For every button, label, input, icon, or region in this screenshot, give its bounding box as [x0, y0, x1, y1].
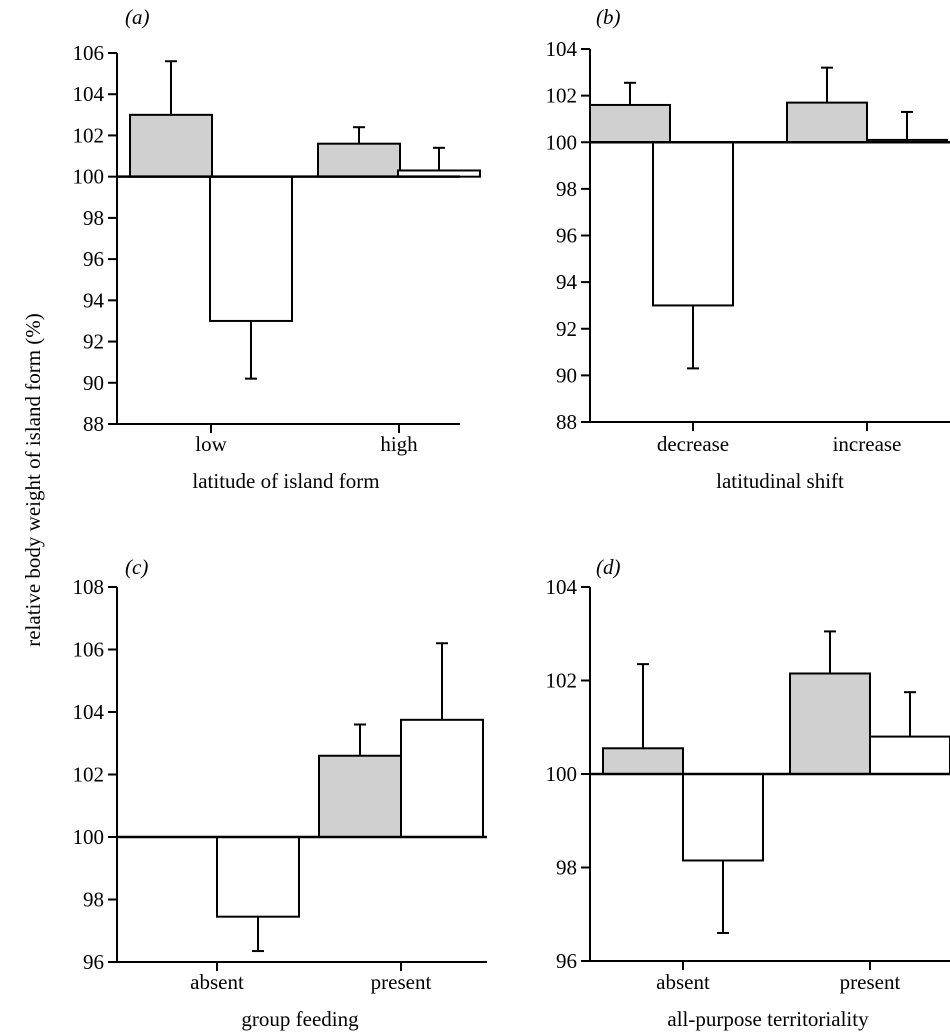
panel-a: (a) 88 90 92 94 96 98 100 102 104 106 low high lati…: [73, 5, 481, 493]
panel-b-y-tick-label: 100: [546, 130, 578, 154]
panel-d-y-tick-label: 104: [546, 575, 578, 599]
panel-c-x-axis-title: group feeding: [241, 1007, 359, 1031]
panel-c-y-tick-label: 106: [73, 638, 105, 662]
panel-c-plot: 96 98 100 102 104 106 108 absent present: [73, 575, 487, 994]
panel-c-y-tick-label: 108: [73, 575, 105, 599]
panel-d-bar-white: [869, 735, 950, 775]
panel-d-y-tick-label: 100: [546, 762, 578, 786]
panel-d-plot: 96 98 100 102 104 absent present: [546, 575, 950, 994]
panel-d-bar-gray: [602, 747, 684, 775]
panel-d-bar-white: [682, 773, 764, 862]
panel-b-bar-gray: [786, 101, 868, 144]
panel-a-y-tick-label: 88: [83, 412, 104, 436]
panel-b-y-tick-label: 98: [556, 177, 577, 201]
panel-c-category-label: absent: [190, 970, 244, 994]
panel-a-category-label: low: [195, 432, 227, 456]
panel-b-category-label: increase: [833, 432, 902, 456]
panel-a-y-tick-label: 100: [73, 165, 105, 189]
panel-b-y-tick-label: 104: [546, 37, 578, 61]
panel-a-letter: (a): [125, 5, 150, 29]
panel-a-y-tick-label: 90: [83, 371, 104, 395]
panel-a-y-tick-label: 98: [83, 206, 104, 230]
panel-c-letter: (c): [125, 555, 148, 579]
panel-b-x-axis-title: latitudinal shift: [716, 469, 844, 493]
panel-a-y-tick-label: 92: [83, 330, 104, 354]
panel-c-y-tick-label: 96: [83, 950, 104, 974]
panel-a-y-tick-label: 104: [73, 82, 105, 106]
panel-d-y-tick-label: 96: [556, 949, 577, 973]
panel-b-category-label: decrease: [657, 432, 729, 456]
panel-d-x-axis-title: all-purpose territoriality: [667, 1007, 869, 1031]
panel-a-bar-white: [209, 175, 293, 322]
panel-b-bar-white: [652, 141, 734, 307]
panel-c-y-tick-label: 102: [73, 763, 105, 787]
panel-a-y-tick-label: 94: [83, 288, 105, 312]
panel-a-y-tick-label: 102: [73, 123, 105, 147]
shared-y-axis-label: relative body weight of island form (%): [21, 313, 45, 647]
panel-c-category-label: present: [371, 970, 432, 994]
panel-c-bar-white: [400, 718, 484, 838]
panel-a-bar-gray: [317, 142, 401, 178]
panel-b-y-tick-label: 102: [546, 84, 578, 108]
panel-b-bar-gray: [589, 103, 671, 144]
panel-d-y-tick-label: 98: [556, 856, 577, 880]
panel-c-y-tick-label: 98: [83, 888, 104, 912]
panel-c-y-tick-label: 100: [73, 825, 105, 849]
panel-a-bar-gray: [129, 113, 213, 178]
panel-b-y-tick-label: 88: [556, 410, 577, 434]
panel-b-y-tick-label: 92: [556, 317, 577, 341]
panel-a-plot: 88 90 92 94 96 98 100 102 104 106 low high: [73, 41, 481, 456]
panel-b-plot: 88 90 92 94 96 98 100 102 104 decrease increase: [546, 37, 950, 456]
panel-c-bar-white: [216, 836, 300, 918]
panel-d-category-label: present: [840, 970, 901, 994]
panel-c-bar-gray: [318, 754, 402, 838]
panel-a-x-axis-title: latitude of island form: [192, 469, 379, 493]
panel-d-letter: (d): [596, 555, 621, 579]
panel-d-category-label: absent: [656, 970, 710, 994]
panel-a-y-tick-label: 106: [73, 41, 105, 65]
panel-b-y-tick-label: 96: [556, 224, 577, 248]
panel-a-y-tick-label: 96: [83, 247, 104, 271]
panel-d-y-tick-label: 102: [546, 669, 578, 693]
panel-d: (d) 96 98 100 102 104 absent present all-purpo…: [546, 555, 950, 1031]
panel-c-y-tick-label: 104: [73, 700, 105, 724]
panel-a-category-label: high: [380, 432, 418, 456]
panel-b: (b) 88 90 92 94 96 98 100 102 104 decrease increas…: [546, 5, 950, 493]
panel-b-y-tick-label: 94: [556, 270, 578, 294]
panel-b-letter: (b): [596, 5, 621, 29]
panel-c: (c) 96 98 100 102 104 106 108 absent present gro…: [73, 555, 487, 1031]
panel-d-bar-gray: [789, 672, 871, 775]
panel-b-y-tick-label: 90: [556, 363, 577, 387]
